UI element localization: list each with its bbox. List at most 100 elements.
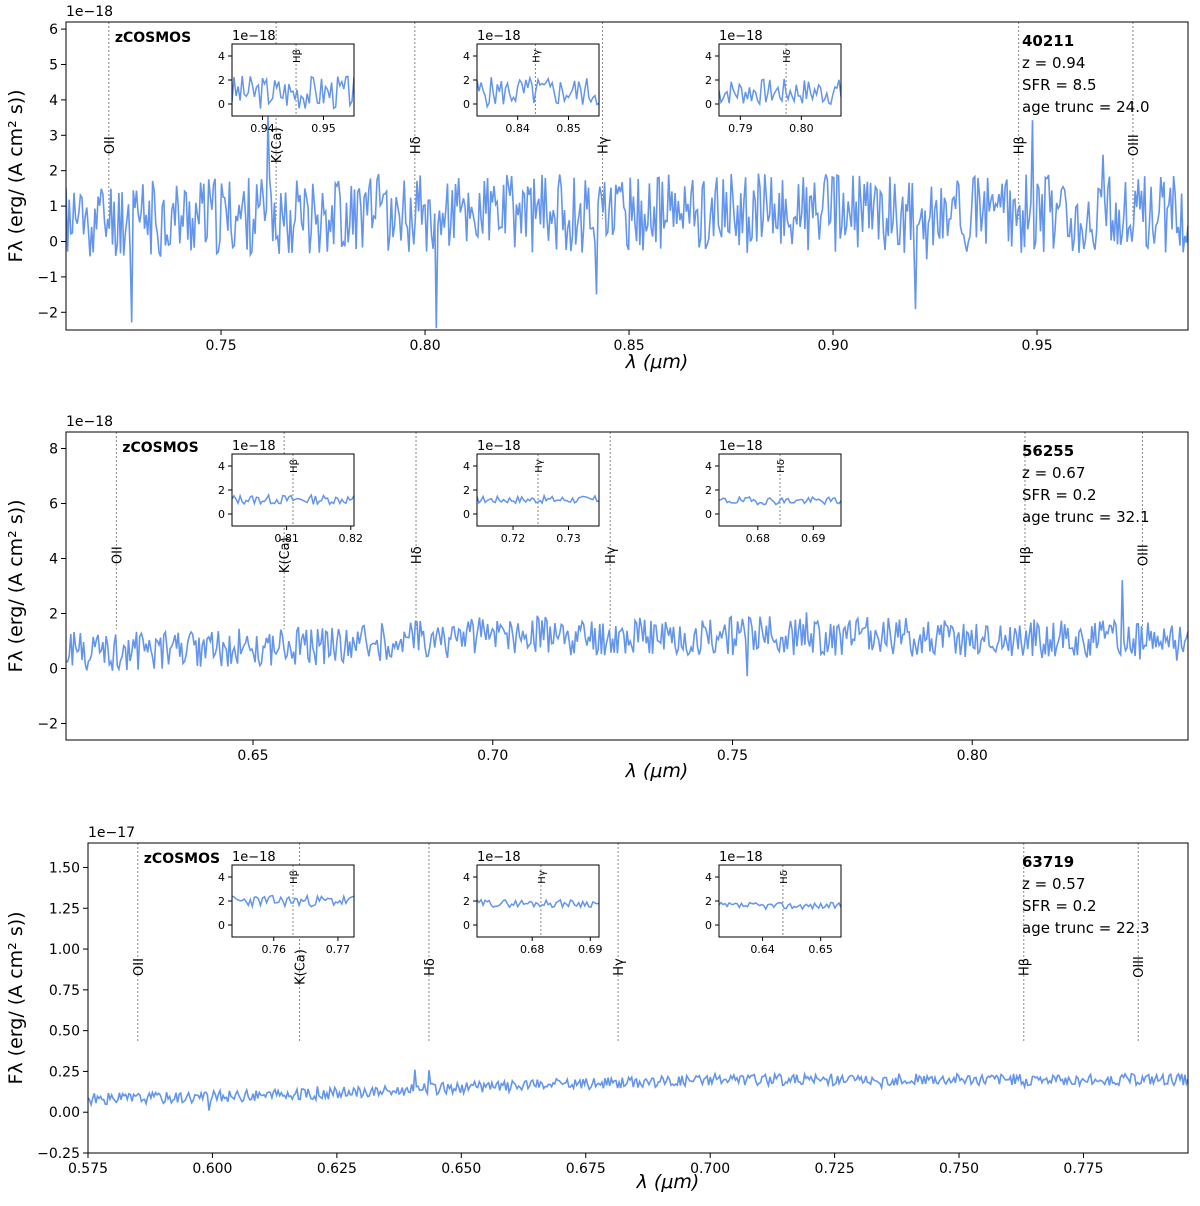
x-axis-label: λ (μm) (625, 760, 689, 782)
inset-x-tick-label: 0.80 (789, 122, 814, 135)
galaxy-id: 40211 (1022, 32, 1074, 50)
line-label-Hdelta: Hδ (423, 958, 438, 976)
y-tick-label: 0.00 (49, 1105, 80, 1121)
inset-y-tick-label: 2 (218, 895, 225, 908)
x-tick-label: 0.80 (957, 748, 988, 764)
inset-y-tick-label: 4 (705, 871, 712, 884)
inset-line-label: Hδ (782, 49, 793, 63)
line-label-K(Ca): K(Ca) (294, 949, 309, 985)
inset-spectrum (719, 78, 841, 107)
x-tick-label: 0.75 (717, 748, 748, 764)
inset-offset-label: 1e−18 (477, 439, 521, 454)
y-tick-label: 2 (49, 164, 58, 180)
inset-background (719, 44, 841, 116)
spectrum-line-63719 (88, 1069, 1188, 1111)
line-label-OII: OII (110, 546, 125, 564)
offset-label: 1e−18 (66, 4, 113, 20)
inset-Hγ: Hγ 0.68 0.69 0 2 4 1e−18 (463, 850, 603, 956)
inset-y-tick-label: 0 (218, 919, 225, 932)
survey-label: zCOSMOS (144, 851, 220, 867)
x-tick-label: 0.80 (409, 338, 440, 354)
line-label-K(Ca): K(Ca) (278, 537, 293, 573)
inset-Hβ: Hβ 0.76 0.77 0 2 4 1e−18 (218, 850, 355, 956)
x-tick-label: 0.600 (192, 1161, 232, 1177)
inset-line-label: Hβ (289, 459, 300, 473)
inset-offset-label: 1e−18 (719, 439, 763, 454)
panel-40211: OII K(Ca) Hδ Hγ Hβ OIII 0.75 0.80 0.85 0.90 0.95 −2… (5, 4, 1189, 373)
x-tick-label: 0.650 (441, 1161, 481, 1177)
line-label-K(Ca): K(Ca) (270, 127, 285, 163)
x-tick-label: 0.675 (566, 1161, 606, 1177)
inset-Hδ: Hδ 0.68 0.69 0 2 4 1e−18 (705, 439, 842, 545)
inset-y-tick-label: 4 (218, 50, 225, 63)
y-tick-label: 6 (49, 497, 58, 513)
inset-offset-label: 1e−18 (232, 850, 276, 865)
inset-y-tick-label: 4 (218, 871, 225, 884)
inset-spectrum (477, 898, 599, 910)
inset-offset-label: 1e−18 (719, 850, 763, 865)
inset-y-tick-label: 2 (218, 74, 225, 87)
y-axis-label: Fλ (erg/ (A cm² s)) (5, 499, 27, 672)
line-label-Hgamma: Hγ (597, 136, 612, 154)
inset-offset-label: 1e−18 (232, 439, 276, 454)
sfr-label: SFR = 0.2 (1022, 486, 1097, 504)
inset-x-tick-label: 0.69 (801, 532, 826, 545)
x-tick-label: 0.575 (68, 1161, 108, 1177)
y-tick-label: 1 (49, 199, 58, 215)
inset-y-tick-label: 2 (705, 484, 712, 497)
inset-Hγ: Hγ 0.84 0.85 0 2 4 1e−18 (463, 29, 600, 135)
y-tick-label: 0.25 (49, 1064, 80, 1080)
inset-x-tick-label: 0.64 (750, 943, 775, 956)
inset-offset-label: 1e−18 (477, 850, 521, 865)
x-tick-label: 0.85 (613, 338, 644, 354)
inset-y-tick-label: 0 (705, 508, 712, 521)
y-tick-label: −0.25 (37, 1146, 80, 1162)
offset-label: 1e−17 (88, 825, 135, 841)
inset-line-label: Hγ (531, 49, 542, 63)
inset-line-label: Hγ (537, 870, 548, 884)
x-axis-label: λ (μm) (636, 1171, 700, 1193)
inset-background (719, 865, 841, 937)
age-label: age trunc = 32.1 (1022, 508, 1150, 526)
axes-frame (65, 21, 1189, 331)
inset-x-tick-label: 0.76 (261, 943, 286, 956)
survey-label: zCOSMOS (122, 440, 198, 456)
x-tick-label: 0.75 (205, 338, 236, 354)
inset-x-tick-label: 0.72 (501, 532, 526, 545)
inset-x-tick-label: 0.79 (728, 122, 753, 135)
x-tick-label: 0.750 (939, 1161, 979, 1177)
y-tick-label: 4 (49, 93, 58, 109)
inset-Hβ: Hβ 0.81 0.82 0 2 4 1e−18 (218, 439, 363, 545)
x-tick-label: 0.65 (237, 748, 268, 764)
redshift-label: z = 0.67 (1022, 464, 1085, 482)
inset-y-tick-label: 0 (463, 508, 470, 521)
inset-x-tick-label: 0.68 (746, 532, 771, 545)
inset-spectrum (232, 492, 354, 506)
y-tick-label: 0 (49, 662, 58, 678)
y-tick-label: 0.50 (49, 1024, 80, 1040)
redshift-label: z = 0.57 (1022, 875, 1085, 893)
line-label-OIII: OIII (1136, 544, 1151, 566)
inset-y-tick-label: 0 (705, 98, 712, 111)
inset-spectrum (719, 495, 841, 506)
age-label: age trunc = 24.0 (1022, 98, 1150, 116)
inset-spectrum (232, 893, 354, 910)
spectrum-line-40211 (66, 116, 1188, 329)
age-label: age trunc = 22.3 (1022, 919, 1150, 937)
inset-x-tick-label: 0.95 (311, 122, 336, 135)
x-tick-label: 0.95 (1021, 338, 1052, 354)
inset-line-label: Hδ (779, 870, 790, 884)
x-tick-label: 0.625 (317, 1161, 357, 1177)
y-tick-label: 1.25 (49, 901, 80, 917)
galaxy-id: 63719 (1022, 853, 1074, 871)
y-axis-label: Fλ (erg/ (A cm² s)) (5, 89, 27, 262)
y-tick-label: 4 (49, 552, 58, 568)
line-label-OIII: OIII (1132, 956, 1147, 978)
redshift-label: z = 0.94 (1022, 54, 1085, 72)
inset-y-tick-label: 0 (463, 98, 470, 111)
y-tick-label: 1.00 (49, 942, 80, 958)
galaxy-id: 56255 (1022, 442, 1074, 460)
inset-y-tick-label: 4 (463, 871, 470, 884)
inset-x-tick-label: 0.81 (274, 532, 299, 545)
inset-x-tick-label: 0.82 (339, 532, 364, 545)
